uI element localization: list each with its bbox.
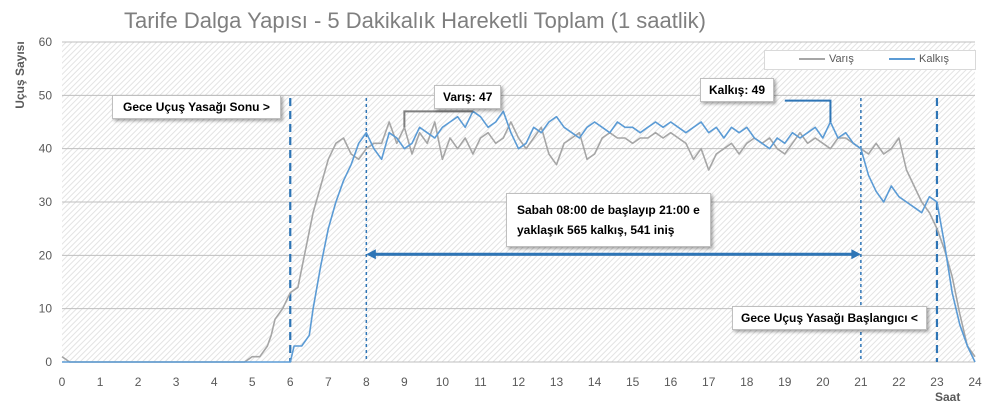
- x-tick-label: 7: [325, 375, 332, 389]
- varis-peak-leader: [403, 110, 473, 128]
- legend-swatch-kalkis: [889, 58, 915, 60]
- x-tick-label: 5: [249, 375, 256, 389]
- x-tick-label: 8: [363, 375, 370, 389]
- x-tick-label: 19: [778, 375, 792, 389]
- callout-kalkis-peak: Kalkış: 49: [700, 78, 775, 102]
- legend-item-kalkis: Kalkış: [889, 53, 949, 65]
- x-tick-label: 3: [173, 375, 180, 389]
- x-tick-label: 15: [626, 375, 640, 389]
- y-tick-label: 30: [39, 195, 53, 209]
- x-tick-label: 6: [287, 375, 294, 389]
- y-tick-label: 60: [39, 35, 53, 49]
- legend-item-varis: Varış: [799, 53, 854, 65]
- x-tick-label: 18: [740, 375, 754, 389]
- x-tick-label: 21: [854, 375, 868, 389]
- callout-varis-peak: Varış: 47: [434, 85, 502, 109]
- y-tick-label: 50: [39, 88, 53, 102]
- x-tick-label: 24: [968, 375, 982, 389]
- y-tick-label: 20: [39, 248, 53, 262]
- note-line-2: yaklaşık 565 kalkış, 541 iniş: [517, 223, 675, 237]
- legend-label-varis: Varış: [829, 53, 854, 65]
- legend: Varış Kalkış: [764, 50, 976, 70]
- kalkis-peak-leader: [784, 99, 832, 122]
- x-tick-label: 23: [930, 375, 944, 389]
- series-line-kalkis: [62, 110, 976, 363]
- legend-swatch-varis: [799, 58, 825, 60]
- x-tick-label: 13: [550, 375, 564, 389]
- x-tick-label: 10: [436, 375, 450, 389]
- y-tick-label: 40: [39, 142, 53, 156]
- x-tick-label: 14: [588, 375, 602, 389]
- x-axis-label: Saat: [935, 390, 961, 404]
- y-tick-label: 10: [39, 302, 53, 316]
- callout-gece-sonu: Gece Uçuş Yasağı Sonu >: [112, 95, 281, 119]
- x-tick-label: 1: [97, 375, 104, 389]
- x-tick-label: 12: [512, 375, 526, 389]
- callout-gece-baslangic: Gece Uçuş Yasağı Başlangıcı <: [732, 306, 927, 330]
- series-line-varis: [61, 121, 976, 363]
- span-arrow-head-left: [366, 249, 376, 260]
- span-arrow-head-right: [851, 249, 861, 260]
- note-line-1: Sabah 08:00 de başlayıp 21:00 e: [517, 203, 700, 217]
- x-tick-label: 0: [59, 375, 66, 389]
- y-tick-label: 0: [45, 355, 52, 369]
- legend-label-kalkis: Kalkış: [919, 53, 949, 65]
- x-tick-label: 16: [664, 375, 678, 389]
- x-tick-label: 2: [135, 375, 142, 389]
- x-tick-label: 20: [816, 375, 830, 389]
- x-tick-label: 22: [892, 375, 906, 389]
- x-tick-label: 17: [702, 375, 716, 389]
- x-tick-label: 9: [401, 375, 408, 389]
- x-tick-label: 11: [474, 375, 487, 389]
- y-axis-label: Uçuş Sayısı: [13, 41, 27, 109]
- callout-note: Sabah 08:00 de başlayıp 21:00 e yaklaşık…: [506, 193, 711, 247]
- x-tick-label: 4: [211, 375, 218, 389]
- chart-title: Tarife Dalga Yapısı - 5 Dakikalık Hareke…: [123, 8, 706, 33]
